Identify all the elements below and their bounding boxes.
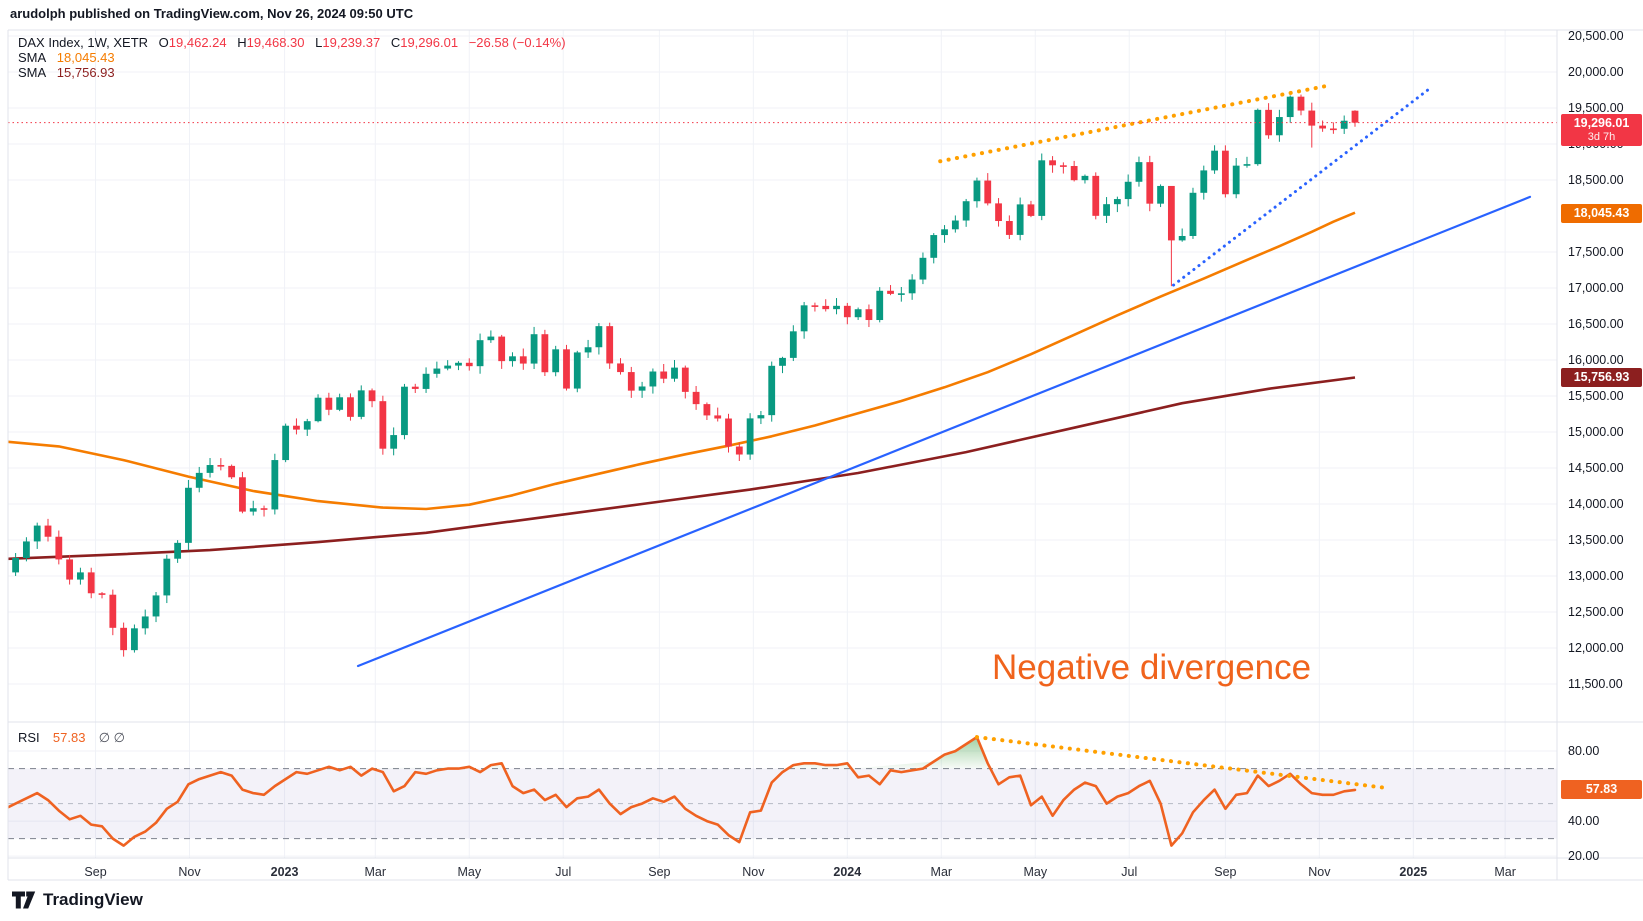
low-key: L — [315, 35, 323, 50]
price-axis-label[interactable]: 13,000.00 — [1568, 568, 1624, 583]
sma2-value: 15,756.93 — [56, 65, 115, 80]
sma2-legend-row[interactable]: SMA 15,756.93 — [18, 65, 566, 80]
price-axis-label[interactable]: 14,000.00 — [1568, 496, 1624, 511]
open-value: 19,462.24 — [168, 35, 227, 50]
price-axis-label[interactable]: 20,000.00 — [1568, 64, 1624, 79]
last-price-badge-value: 19,296.01 — [1573, 116, 1630, 130]
rsi-value-badge: 57.83 — [1561, 780, 1642, 799]
rsi-axis-label[interactable]: 80.00 — [1568, 744, 1600, 759]
tradingview-logo-icon — [12, 891, 36, 909]
sma2-price-badge: 15,756.93 — [1561, 368, 1642, 387]
tradingview-logo[interactable]: TradingView — [12, 890, 143, 910]
open-key: O — [158, 35, 169, 50]
negative-divergence-annotation[interactable]: Negative divergence — [992, 648, 1312, 687]
rsi-hidden-params: ∅ ∅ — [98, 730, 125, 745]
sma2-label: SMA — [18, 65, 47, 80]
high-key: H — [237, 35, 247, 50]
sma1-legend-row[interactable]: SMA 18,045.43 — [18, 50, 566, 65]
price-axis-label[interactable]: 12,000.00 — [1568, 640, 1624, 655]
candlestick-series[interactable] — [0, 94, 1359, 657]
time-axis-label[interactable]: 2023 — [270, 865, 299, 879]
rsi-label: RSI — [18, 730, 40, 745]
price-axis-label[interactable]: 16,000.00 — [1568, 352, 1624, 367]
time-axis-label[interactable]: 2025 — [1399, 865, 1428, 879]
rsi-legend-row[interactable]: RSI 57.83 ∅ ∅ — [18, 730, 125, 746]
price-pane[interactable] — [0, 83, 1532, 668]
time-axis-label[interactable]: Sep — [1214, 865, 1237, 879]
rsi-pane[interactable] — [0, 735, 1388, 847]
rsi-value: 57.83 — [52, 730, 86, 745]
time-axis-label[interactable]: Jul — [1121, 865, 1138, 879]
price-axis-label[interactable]: 17,000.00 — [1568, 280, 1624, 295]
chart-legend[interactable]: DAX Index, 1W, XETR O19,462.24 H19,468.3… — [18, 35, 566, 80]
price-axis-label[interactable]: 16,500.00 — [1568, 316, 1624, 331]
time-axis-label[interactable]: Nov — [178, 865, 201, 879]
price-axis-label[interactable]: 19,500.00 — [1568, 100, 1624, 115]
time-axis-label[interactable]: Nov — [1308, 865, 1331, 879]
time-axis-label[interactable]: Mar — [930, 865, 953, 879]
time-axis-label[interactable]: Mar — [364, 865, 387, 879]
sma1-value: 18,045.43 — [56, 50, 115, 65]
rsi-axis-label[interactable]: 40.00 — [1568, 814, 1600, 829]
price-axis-label[interactable]: 14,500.00 — [1568, 460, 1624, 475]
price-axis-label[interactable]: 15,000.00 — [1568, 424, 1624, 439]
low-value: 19,239.37 — [322, 35, 381, 50]
last-price-badge: 19,296.01 3d 7h — [1561, 114, 1642, 146]
price-axis-label[interactable]: 15,500.00 — [1568, 388, 1624, 403]
close-key: C — [390, 35, 401, 50]
time-axis-label[interactable]: 2024 — [833, 865, 862, 879]
time-axis-label[interactable]: Mar — [1494, 865, 1516, 879]
published-attribution: arudolph published on TradingView.com, N… — [10, 6, 414, 21]
sma1-price-badge: 18,045.43 — [1561, 204, 1642, 223]
symbol-title: DAX Index, 1W, XETR — [18, 35, 149, 50]
price-axis-label[interactable]: 20,500.00 — [1568, 28, 1624, 43]
high-value: 19,468.30 — [246, 35, 305, 50]
tradingview-logo-text: TradingView — [43, 890, 143, 909]
time-axis-label[interactable]: Jul — [555, 865, 572, 879]
time-axis-label[interactable]: Sep — [84, 865, 107, 879]
change-value: −26.58 (−0.14%) — [468, 35, 566, 50]
time-axis-label[interactable]: Nov — [742, 865, 765, 879]
price-axis-label[interactable]: 17,500.00 — [1568, 244, 1624, 259]
price-axis-label[interactable]: 18,500.00 — [1568, 172, 1624, 187]
time-axis-label[interactable]: May — [1023, 865, 1048, 879]
price-axis-label[interactable]: 12,500.00 — [1568, 604, 1624, 619]
sma1-label: SMA — [18, 50, 47, 65]
rsi-axis-label[interactable]: 20.00 — [1568, 849, 1600, 864]
price-axis-label[interactable]: 13,500.00 — [1568, 532, 1624, 547]
time-axis-label[interactable]: May — [457, 865, 482, 879]
price-axis-label[interactable]: 11,500.00 — [1568, 676, 1623, 691]
symbol-legend-row[interactable]: DAX Index, 1W, XETR O19,462.24 H19,468.3… — [18, 35, 566, 50]
close-value: 19,296.01 — [400, 35, 459, 50]
time-axis-label[interactable]: Sep — [648, 865, 671, 879]
bar-countdown: 3d 7h — [1587, 131, 1616, 143]
